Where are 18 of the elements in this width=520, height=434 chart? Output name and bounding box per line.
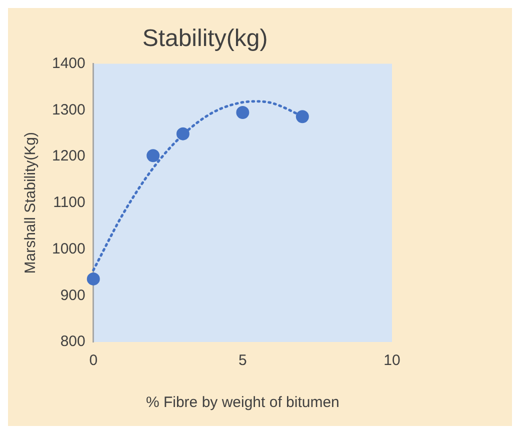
chart-title: Stability(kg) <box>142 25 268 52</box>
point <box>86 272 100 286</box>
y-axis-title: Marshall Stability(Kg) <box>22 132 40 274</box>
point <box>146 149 160 162</box>
y-tick-label: 1000 <box>52 240 86 258</box>
x-tick-label: 0 <box>89 352 98 370</box>
y-tick-label: 800 <box>60 333 86 350</box>
point <box>176 127 190 140</box>
x-tick-label: 10 <box>384 352 400 370</box>
point <box>236 106 250 119</box>
point <box>296 110 309 124</box>
x-tick-label: 5 <box>238 352 247 370</box>
y-tick-label: 1100 <box>53 194 86 212</box>
y-tick-label: 900 <box>60 286 86 304</box>
y-tick-label: 1200 <box>52 148 86 165</box>
y-tick-label: 1400 <box>52 54 86 72</box>
x-axis-title: % Fibre by weight of bitumen <box>146 394 340 412</box>
y-tick-label: 1300 <box>52 101 86 118</box>
